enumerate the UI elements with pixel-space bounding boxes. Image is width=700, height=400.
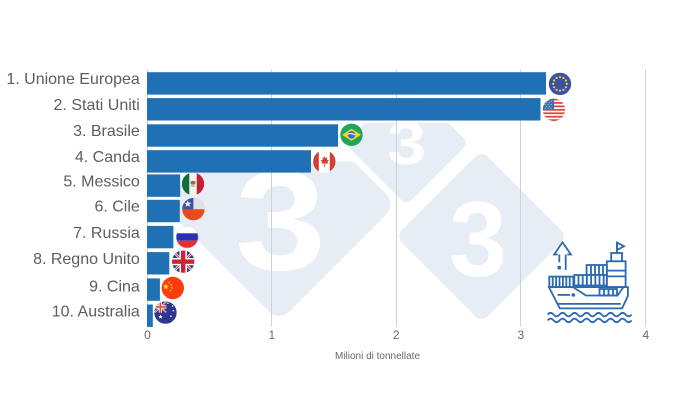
svg-text:9. Cina: 9. Cina (89, 278, 140, 295)
svg-text:3: 3 (517, 328, 524, 342)
svg-text:10. Australia: 10. Australia (52, 303, 140, 320)
svg-text:3: 3 (449, 181, 507, 300)
svg-text:0: 0 (144, 328, 151, 342)
svg-text:4: 4 (642, 328, 649, 342)
svg-text:2: 2 (393, 328, 400, 342)
svg-text:7. Russia: 7. Russia (73, 225, 140, 242)
svg-text:4. Canda: 4. Canda (75, 149, 140, 166)
svg-text:1. Unione Europea: 1. Unione Europea (6, 71, 140, 88)
svg-text:8. Regno Unito: 8. Regno Unito (33, 251, 140, 268)
svg-text:3. Brasile: 3. Brasile (73, 123, 140, 140)
svg-text:1: 1 (268, 328, 275, 342)
svg-text:6. Cile: 6. Cile (94, 199, 139, 216)
svg-text:Milioni di tonnellate: Milioni di tonnellate (335, 351, 420, 362)
svg-text:5. Messico: 5. Messico (63, 173, 140, 190)
svg-text:2. Stati Uniti: 2. Stati Uniti (54, 97, 140, 114)
